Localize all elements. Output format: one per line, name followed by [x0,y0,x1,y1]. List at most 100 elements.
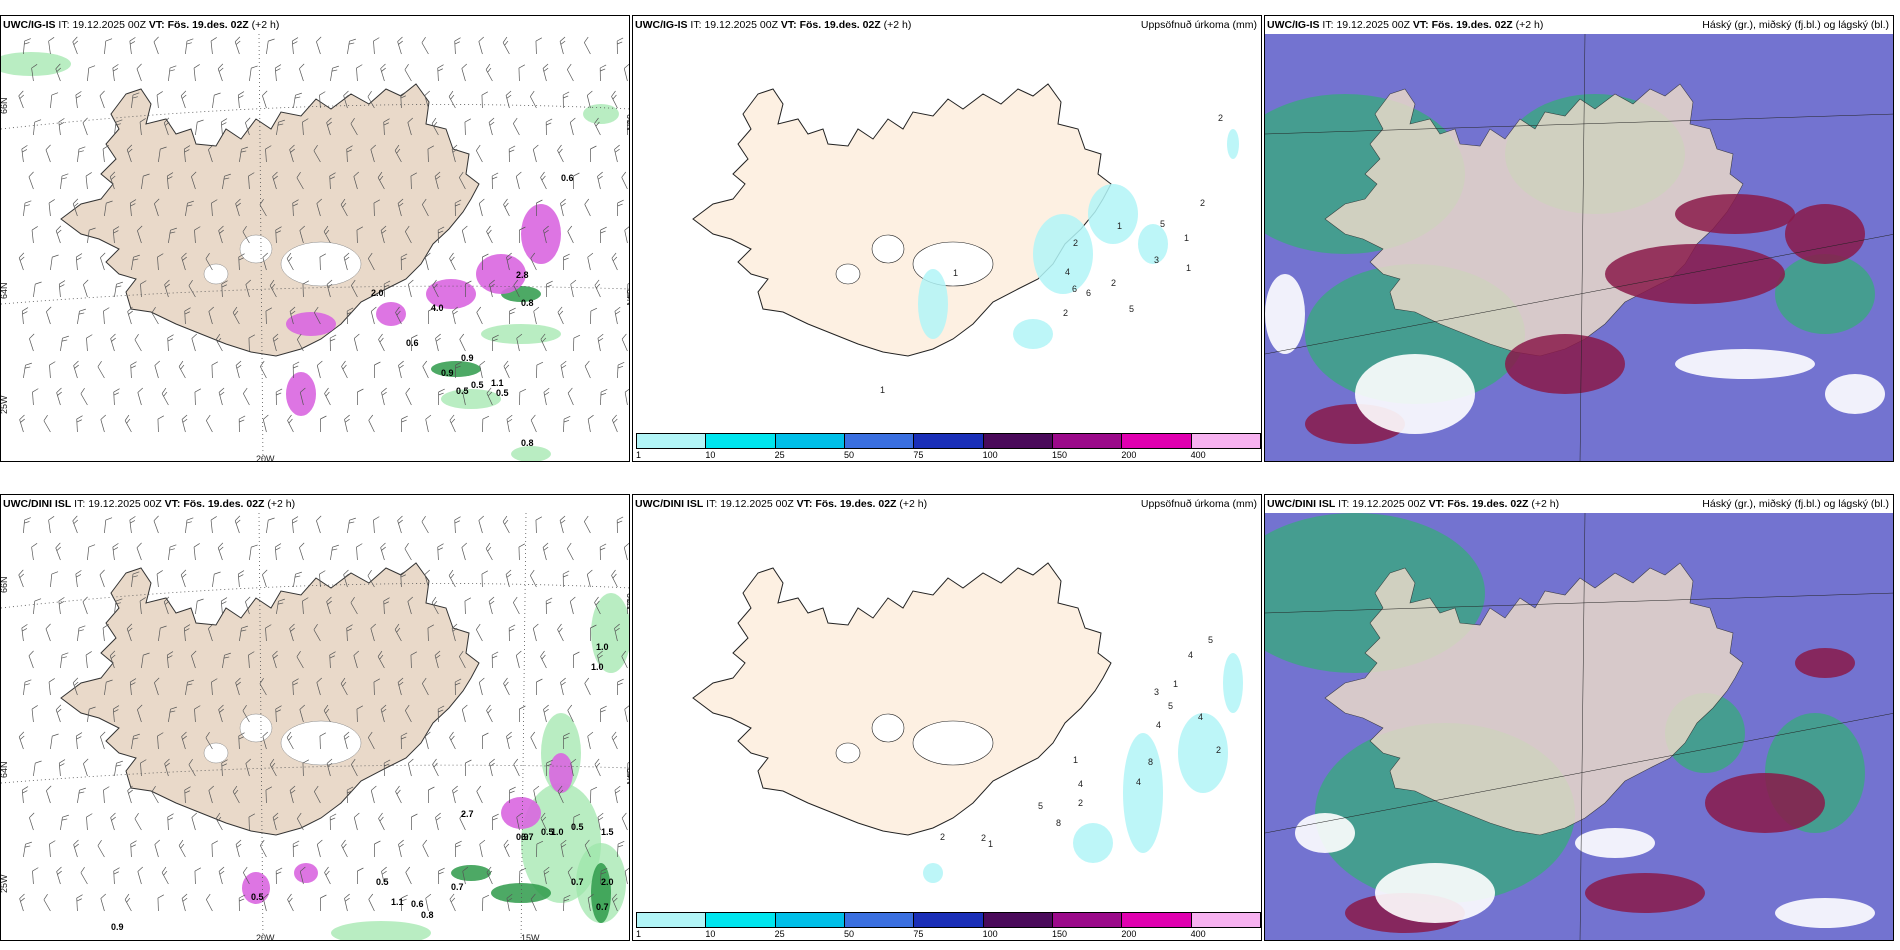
wind-barb [168,706,177,723]
precip-value-label: 0.8 [521,438,534,448]
wind-barb [329,813,337,831]
wind-barb [299,387,306,406]
glacier [239,234,273,264]
wind-barb [313,306,321,325]
wind-barb [72,36,79,55]
wind-barb [454,199,462,217]
wind-barb [83,279,89,298]
wind-barb [377,650,385,669]
wind-barb [616,516,624,534]
precip-value-label: 0.6 [561,173,574,183]
wind-barb [340,677,348,696]
panel-title: Háský (gr.), miðský (fj.bl.) og lágský (… [1702,498,1889,510]
colorbar-tick: 150 [1052,450,1068,460]
precip-amount-label: 2 [1111,278,1116,288]
wind-barb [401,894,408,912]
wind-barb [424,731,431,750]
wind-barb [563,416,571,433]
wind-barb [137,225,143,244]
colorbar-tick: 25 [774,450,785,460]
wind-barb [438,388,445,406]
colorbar-swatch [774,912,845,928]
wind-barb [234,36,241,55]
wind-barb [434,650,441,669]
wind-barb [85,172,92,190]
wind-barb [508,624,516,642]
wind-barb [217,63,224,82]
wind-barb [475,144,483,163]
wind-barb [614,306,621,325]
wind-barb [587,731,594,750]
wind-barb [222,173,231,190]
wind-barb [590,786,598,804]
high-cloud-area [1505,334,1625,394]
wind-barb [400,732,408,750]
wind-barb [324,866,331,885]
precip-value-label: 2.0 [601,877,614,887]
high-cloud-area [1785,204,1865,264]
wind-barb [217,542,224,561]
wind-barb [109,650,116,669]
wind-barb [287,414,294,433]
wind-barb [435,812,441,831]
wind-barb [397,677,404,696]
wind-barb [275,388,283,406]
wind-barb [245,117,251,136]
wind-barb [485,542,493,561]
wind-barb [50,571,59,588]
wind-barb [313,144,321,163]
colorbar-swatch [1190,912,1261,928]
axis-label-lon1: 25W [1,395,9,414]
wind-barb [131,92,140,109]
cloud-cover-map [1265,34,1893,461]
wind-barb [211,199,218,217]
wind-barb [316,839,323,858]
precip-amount-label: 2 [1073,238,1078,248]
wind-barb [76,894,83,912]
wind-barb [211,840,219,858]
wind-barb [542,542,549,561]
wind-barb [137,387,144,406]
wind-barb [458,650,466,669]
wind-barb [383,118,390,136]
wind-barb [208,785,215,804]
wind-barb [515,650,522,669]
wind-barb [367,90,375,109]
precip-patch [331,921,431,940]
wind-barb [485,63,493,82]
wind-barb [265,786,273,804]
wind-barb [112,64,119,82]
wind-barb [73,360,79,379]
precip-value-label: 1.1 [391,897,404,907]
precip-amount-label: 1 [1184,233,1189,243]
wind-barb [166,651,174,669]
wind-barb [316,360,323,379]
wind-barb [195,119,204,136]
wind-barb [130,840,137,858]
wind-barb [454,678,462,696]
wind-barb [28,171,34,190]
wind-barb [599,543,607,561]
precip-amount-label: 3 [1154,255,1159,265]
wind-barb [373,37,380,55]
wind-barb [481,91,489,109]
wind-barb [452,785,458,804]
wind-barb [232,785,240,804]
wind-barb [232,306,240,325]
wind-barb [623,542,629,561]
wind-barb [168,544,177,561]
wind-barb [156,570,163,588]
wind-barb [56,387,62,406]
wind-barb [193,64,200,82]
wind-barb [518,543,526,561]
colorbar-swatch [1121,912,1192,928]
wind-barb [378,812,385,831]
iceland-landmass [692,83,1112,357]
wind-barb [296,650,304,669]
wind-barb [136,63,142,82]
high-cloud-area [1795,648,1855,678]
cloud-cover-map [1265,513,1893,940]
grid-line [1265,234,1893,355]
wind-barb [449,893,456,912]
snow-patch [294,863,318,883]
